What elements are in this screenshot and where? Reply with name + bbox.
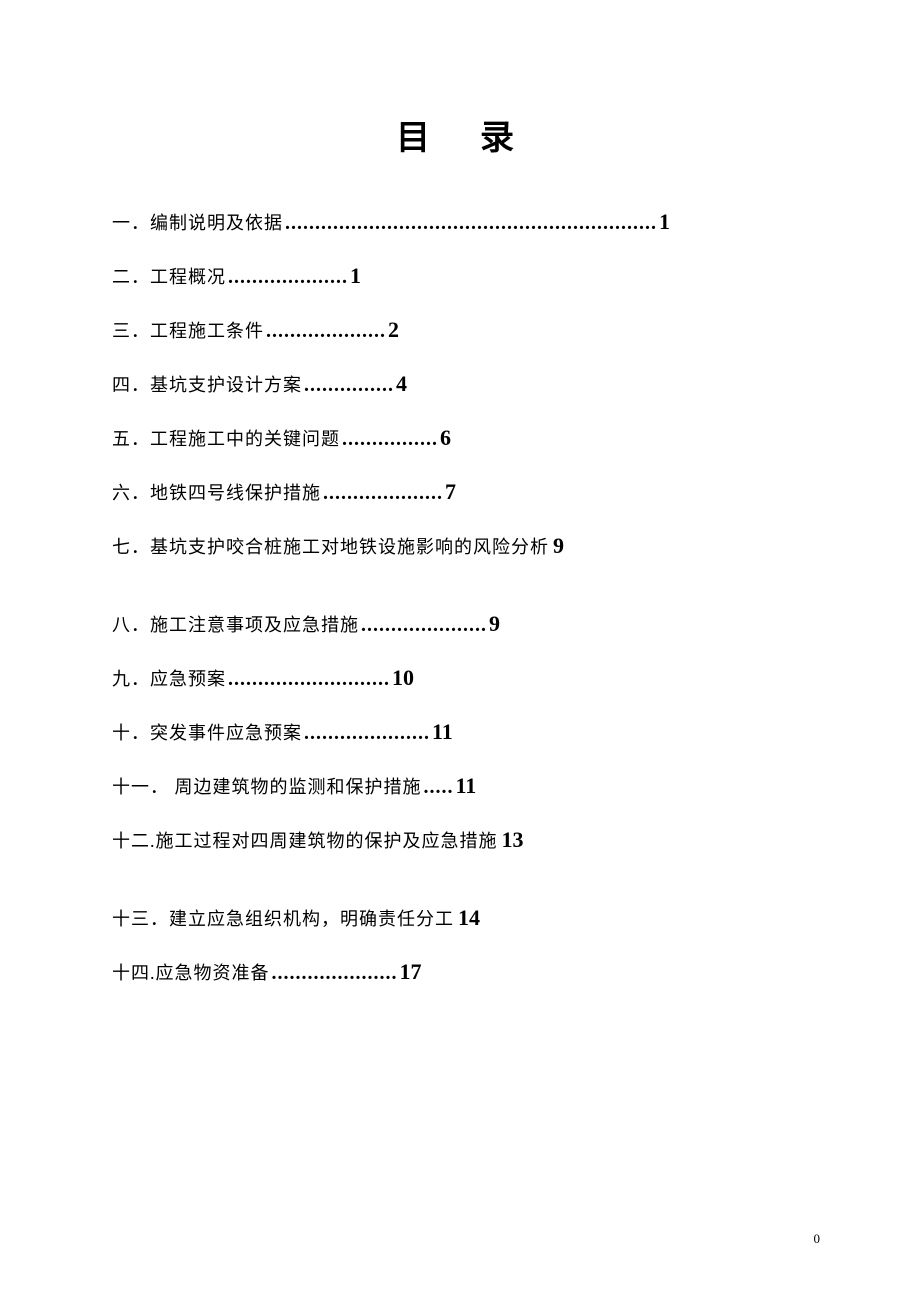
entry-page: 10 — [392, 665, 414, 691]
toc-entry: 三．工程施工条件 ....................2 — [112, 317, 820, 343]
entry-page: 13 — [502, 827, 524, 853]
entry-label: 五．工程施工中的关键问题 — [112, 425, 340, 451]
toc-entry: 十二.施工过程对四周建筑物的保护及应急措施13 — [112, 827, 820, 853]
entry-page: 4 — [396, 371, 407, 397]
toc-entry: 十三．建立应急组织机构，明确责任分工14 — [112, 905, 820, 931]
entry-label: 十二.施工过程对四周建筑物的保护及应急措施 — [112, 827, 498, 853]
entry-label: 六．地铁四号线保护措施 — [112, 479, 321, 505]
entry-dots: ..................... — [359, 614, 489, 637]
entry-page: 17 — [400, 959, 422, 985]
entry-dots: ..................... — [302, 722, 432, 745]
entry-label: 一．编制说明及依据 — [112, 209, 283, 235]
entry-page: 6 — [440, 425, 451, 451]
entry-label: 十一． 周边建筑物的监测和保护措施 — [112, 773, 422, 799]
entry-dots: ........................................… — [283, 212, 659, 235]
toc-list: 一．编制说明及依据...............................… — [100, 209, 820, 985]
toc-entry: 十一． 周边建筑物的监测和保护措施.....11 — [112, 773, 820, 799]
entry-dots: ..... — [422, 776, 456, 799]
toc-entry: 六．地铁四号线保护措施....................7 — [112, 479, 820, 505]
toc-entry: 一．编制说明及依据...............................… — [112, 209, 820, 235]
entry-label: 八．施工注意事项及应急措施 — [112, 611, 359, 637]
toc-entry: 七．基坑支护咬合桩施工对地铁设施影响的风险分析9 — [112, 533, 820, 559]
entry-label: 九．应急预案 — [112, 665, 226, 691]
entry-page: 9 — [489, 611, 500, 637]
entry-dots: ........................... — [226, 668, 392, 691]
entry-page: 1 — [659, 209, 670, 235]
toc-entry: 十四.应急物资准备 .....................17 — [112, 959, 820, 985]
entry-dots: .................... — [321, 482, 445, 505]
toc-entry: 十．突发事件应急预案 .....................11 — [112, 719, 820, 745]
entry-label: 十．突发事件应急预案 — [112, 719, 302, 745]
entry-label: 二．工程概况 — [112, 263, 226, 289]
entry-page: 14 — [458, 905, 480, 931]
entry-label: 三．工程施工条件 — [112, 317, 264, 343]
entry-dots: .................... — [226, 266, 350, 289]
entry-label: 四．基坑支护设计方案 — [112, 371, 302, 397]
toc-entry: 五．工程施工中的关键问题 ................6 — [112, 425, 820, 451]
entry-dots: .................... — [264, 320, 388, 343]
entry-page: 2 — [388, 317, 399, 343]
entry-label: 十三．建立应急组织机构，明确责任分工 — [112, 905, 454, 931]
toc-entry: 四．基坑支护设计方案 ...............4 — [112, 371, 820, 397]
entry-dots: ................ — [340, 428, 440, 451]
entry-page: 1 — [350, 263, 361, 289]
entry-page: 7 — [445, 479, 456, 505]
toc-entry: 九．应急预案...........................10 — [112, 665, 820, 691]
toc-entry: 八．施工注意事项及应急措施 .....................9 — [112, 611, 820, 637]
toc-entry: 二．工程概况....................1 — [112, 263, 820, 289]
entry-page: 9 — [553, 533, 564, 559]
entry-page: 11 — [432, 719, 453, 745]
entry-dots: ............... — [302, 374, 396, 397]
entry-label: 十四.应急物资准备 — [112, 959, 270, 985]
toc-title: 目录 — [100, 110, 820, 159]
page-number: 0 — [814, 1231, 821, 1247]
entry-page: 11 — [456, 773, 477, 799]
entry-dots: ..................... — [270, 962, 400, 985]
document-page: 目录 一．编制说明及依据............................… — [0, 0, 920, 1073]
entry-label: 七．基坑支护咬合桩施工对地铁设施影响的风险分析 — [112, 533, 549, 559]
